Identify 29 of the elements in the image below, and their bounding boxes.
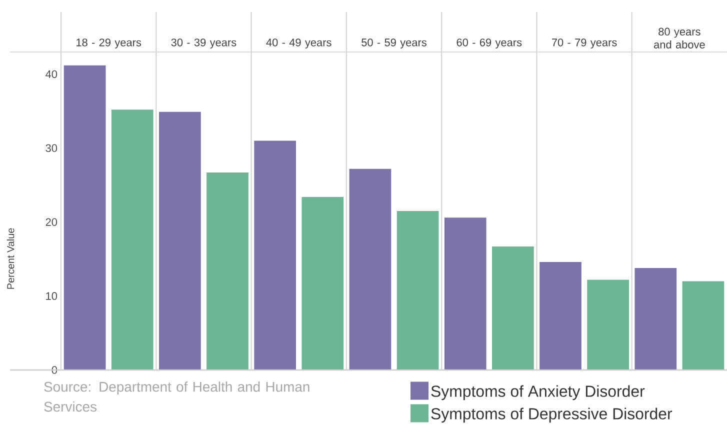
bar [349, 168, 392, 370]
legend-label: Symptoms of Anxiety Disorder [431, 385, 645, 400]
x-tick-label: 40 - 49 years [266, 38, 332, 48]
y-tick-label: 10 [46, 292, 58, 300]
bar [64, 65, 106, 370]
bar [634, 268, 677, 370]
y-tick-label: 20 [46, 218, 58, 226]
source-note: Source: Department of Health and Human Services [44, 382, 310, 412]
x-tick-label: 50 - 59 years [362, 38, 426, 48]
bar [444, 218, 486, 370]
bar [682, 281, 724, 370]
bar [302, 196, 344, 370]
bar [159, 112, 201, 370]
x-tick-label: 30 - 39 years [171, 38, 236, 48]
bar [587, 280, 630, 370]
x-tick-label: 80 years and above [654, 28, 705, 48]
y-tick-label: 30 [46, 144, 58, 152]
bar [492, 246, 534, 370]
y-tick-label: 40 [46, 70, 58, 78]
bar [396, 211, 439, 370]
legend-label: Symptoms of Depressive Disorder [431, 408, 672, 423]
bar [254, 140, 296, 370]
y-axis-title: Percent Value [6, 228, 14, 289]
bar [206, 172, 248, 370]
x-tick-label: 70 - 79 years [552, 38, 617, 48]
bar [540, 262, 582, 370]
x-tick-label: 60 - 69 years [456, 38, 522, 48]
bar [111, 110, 154, 370]
x-tick-label: 18 - 29 years [76, 38, 142, 48]
